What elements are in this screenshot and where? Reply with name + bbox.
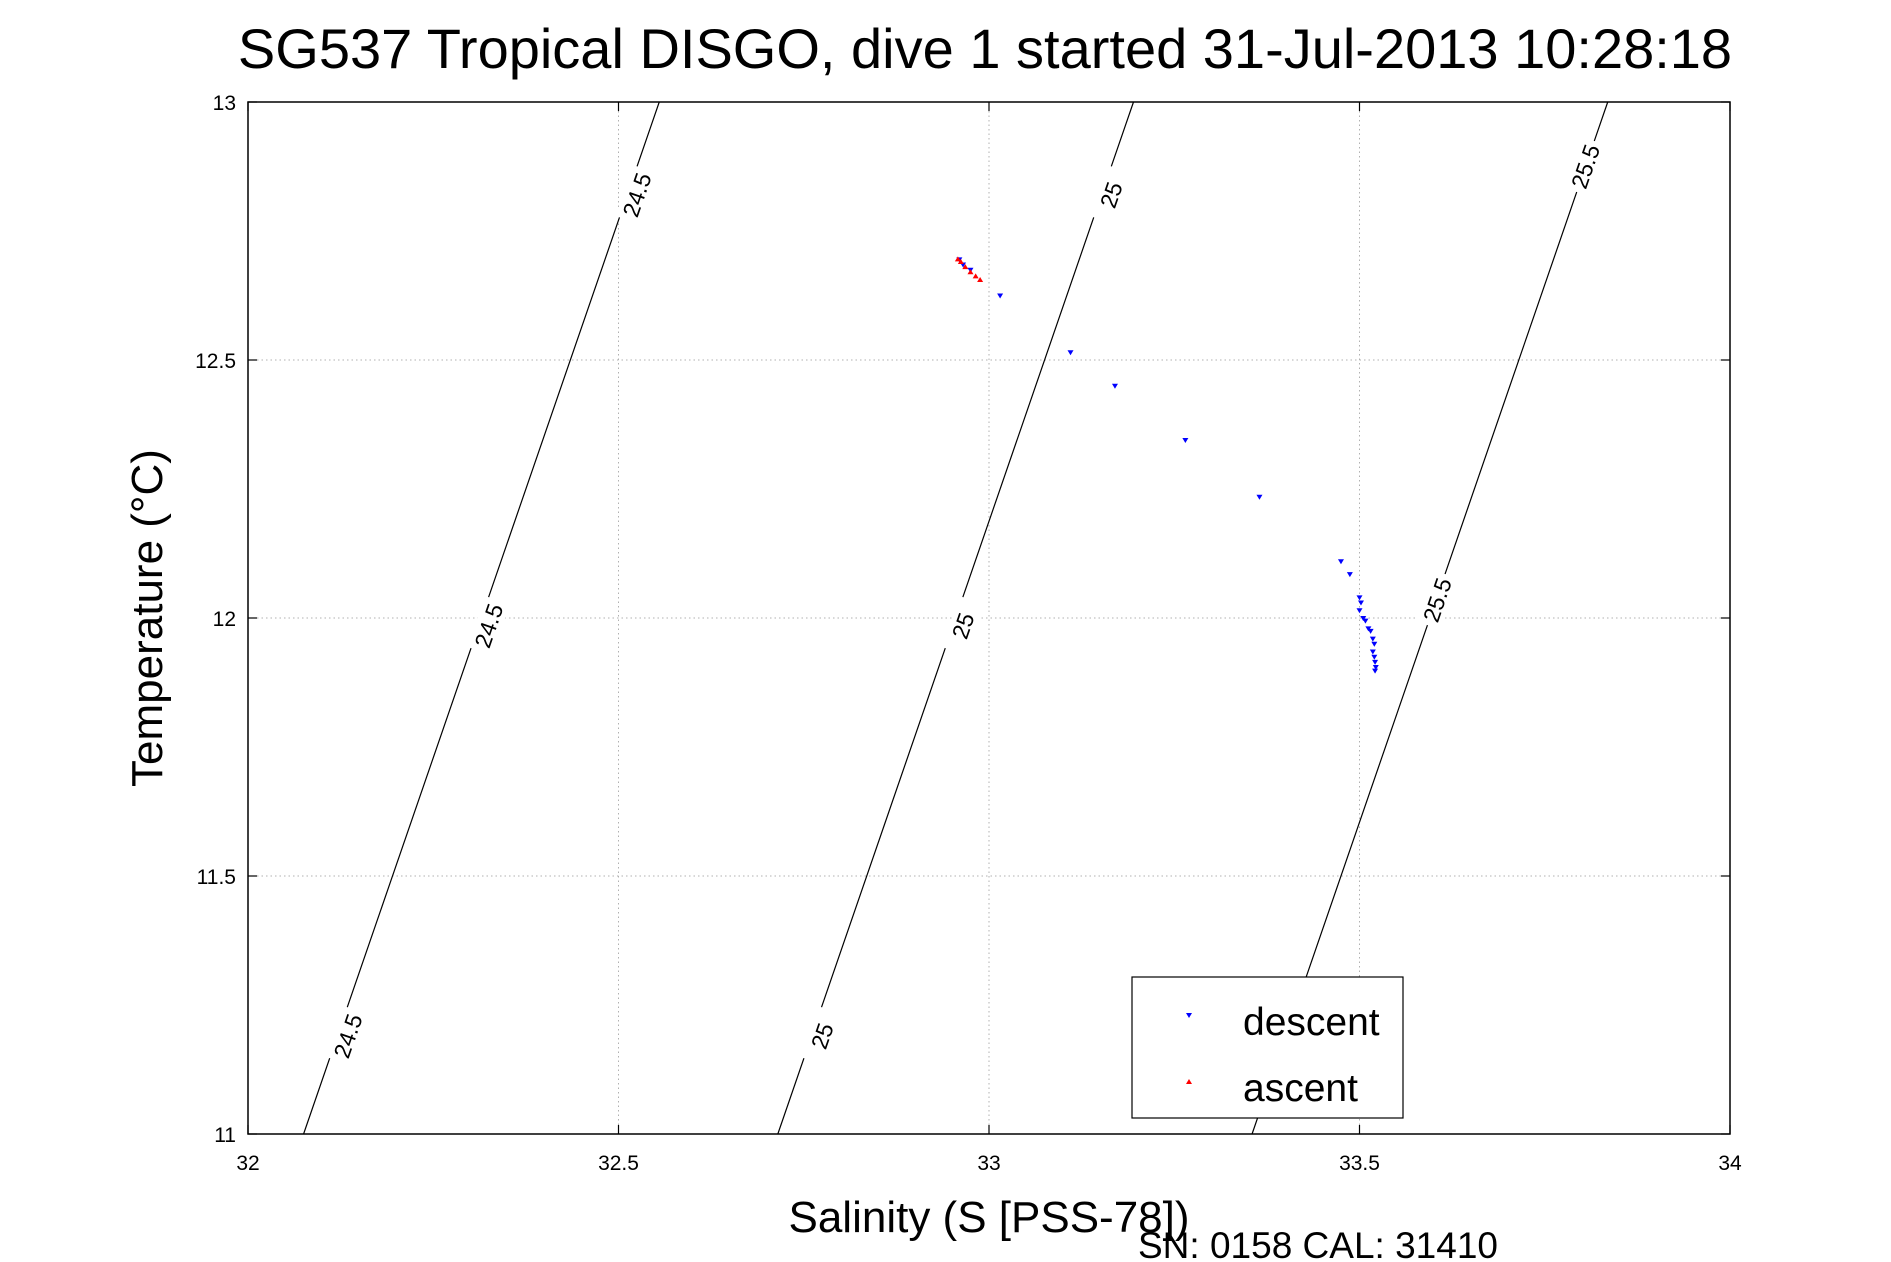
- descent-point: [1365, 626, 1372, 632]
- legend-box: [1131, 976, 1404, 1119]
- legend-ascent-marker: [1186, 1079, 1192, 1084]
- descent-point: [1369, 649, 1376, 655]
- ascent-point: [957, 258, 964, 264]
- descent-point: [1256, 494, 1263, 500]
- ascent-point: [972, 273, 979, 279]
- descent-point: [1356, 608, 1363, 614]
- serial-calibration-label: SN: 0158 CAL: 31410: [1138, 1225, 1498, 1262]
- isopycnal-label: 25: [941, 595, 985, 656]
- ascent-point: [967, 269, 974, 275]
- descent-point: [1372, 668, 1379, 674]
- isopycnal-label: 25: [801, 1006, 844, 1066]
- descent-point: [1111, 383, 1118, 389]
- ascent-point: [962, 264, 969, 270]
- density-contours: 24.5 24.5 24.5 25 25 25 25.5 25.5: [303, 101, 1609, 1135]
- chart-title: SG537 Tropical DISGO, dive 1 started 31-…: [238, 17, 1732, 80]
- y-tick-label: 12.5: [195, 350, 236, 373]
- y-tick-label: 13: [213, 92, 236, 115]
- x-tick-label: 32: [236, 1152, 259, 1175]
- isopycnal-label-text: 24.5: [328, 1011, 367, 1062]
- legend-descent-marker: [1186, 1013, 1192, 1018]
- isopycnal-label: 24.5: [326, 1006, 370, 1066]
- x-tick-label: 34: [1718, 1152, 1742, 1175]
- isopycnal-label: 25.5: [1564, 136, 1607, 197]
- descent-point: [1372, 665, 1379, 671]
- isopycnal-label: 24.5: [615, 165, 659, 225]
- isopycnal-label: 24.5: [467, 595, 510, 656]
- descent-point: [1356, 595, 1363, 601]
- data-points: [954, 256, 1379, 674]
- y-axis-label: Temperature (°C): [123, 449, 172, 787]
- isopycnal-label-text: 24.5: [617, 169, 656, 220]
- x-tick-label: 33.5: [1339, 1152, 1380, 1175]
- descent-point: [1182, 437, 1189, 443]
- ascent-point: [977, 277, 984, 283]
- x-tick-label: 32.5: [598, 1152, 639, 1175]
- descent-point: [1371, 641, 1378, 647]
- axis-ticks: 32 32.5 33 33.5 34 11 11.5 12 12.5 13: [195, 92, 1742, 1175]
- descent-point: [1337, 559, 1344, 565]
- isopycnal-label-text: 24.5: [469, 600, 508, 651]
- descent-point: [997, 293, 1004, 299]
- descent-point: [1067, 350, 1074, 356]
- descent-point: [1360, 616, 1367, 621]
- isopycnal-label: 25: [1090, 165, 1133, 225]
- plot-frame: [247, 101, 1731, 1135]
- descent-point: [1367, 628, 1374, 634]
- legend: descent ascent: [1131, 976, 1404, 1119]
- x-axis-label: Salinity (S [PSS-78]): [788, 1193, 1189, 1242]
- descent-point: [1362, 618, 1369, 624]
- descent-point: [1372, 659, 1379, 665]
- isopycnal-label-text: 25.5: [1418, 575, 1457, 626]
- descent-point: [1369, 636, 1376, 642]
- y-tick-label: 11: [214, 1124, 236, 1147]
- descent-point: [1346, 572, 1353, 578]
- y-tick-label: 11.5: [197, 866, 236, 889]
- isopycnal-label-text: 25.5: [1566, 141, 1605, 192]
- ascent-point: [954, 256, 961, 262]
- descent-point: [1357, 600, 1364, 606]
- x-tick-label: 33: [977, 1152, 1000, 1175]
- legend-descent-label: descent: [1243, 1001, 1380, 1044]
- legend-ascent-label: ascent: [1243, 1067, 1358, 1110]
- isopycnal-label: 25.5: [1416, 570, 1459, 630]
- y-tick-label: 12: [213, 608, 236, 631]
- descent-point: [1371, 654, 1378, 660]
- grid-layer: [248, 102, 1730, 1134]
